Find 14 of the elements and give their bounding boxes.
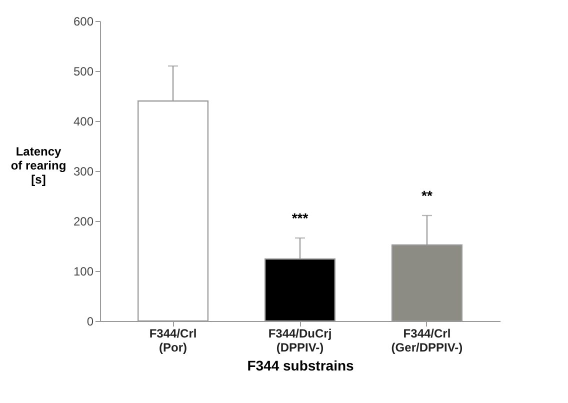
y-tick-label: 200 xyxy=(73,214,94,228)
y-tick-label: 600 xyxy=(73,14,94,28)
y-tick-label: 400 xyxy=(73,114,94,128)
x-tick-label: F344/Crl (Ger/DPPIV-) xyxy=(391,326,463,354)
x-tick-label: F344/Crl (Por) xyxy=(149,326,197,354)
annotation: *** xyxy=(292,210,309,226)
annotation: ** xyxy=(422,188,433,204)
x-axis-title: F344 substrains xyxy=(247,358,354,374)
y-axis-title: Latency of rearing [s] xyxy=(10,144,66,186)
y-tick-label: 300 xyxy=(73,164,94,178)
y-tick-label: 0 xyxy=(86,314,94,328)
y-tick-label: 100 xyxy=(73,264,94,278)
x-tick-label: F344/DuCrj (DPPIV-) xyxy=(268,326,332,354)
y-tick-label: 500 xyxy=(73,64,94,78)
